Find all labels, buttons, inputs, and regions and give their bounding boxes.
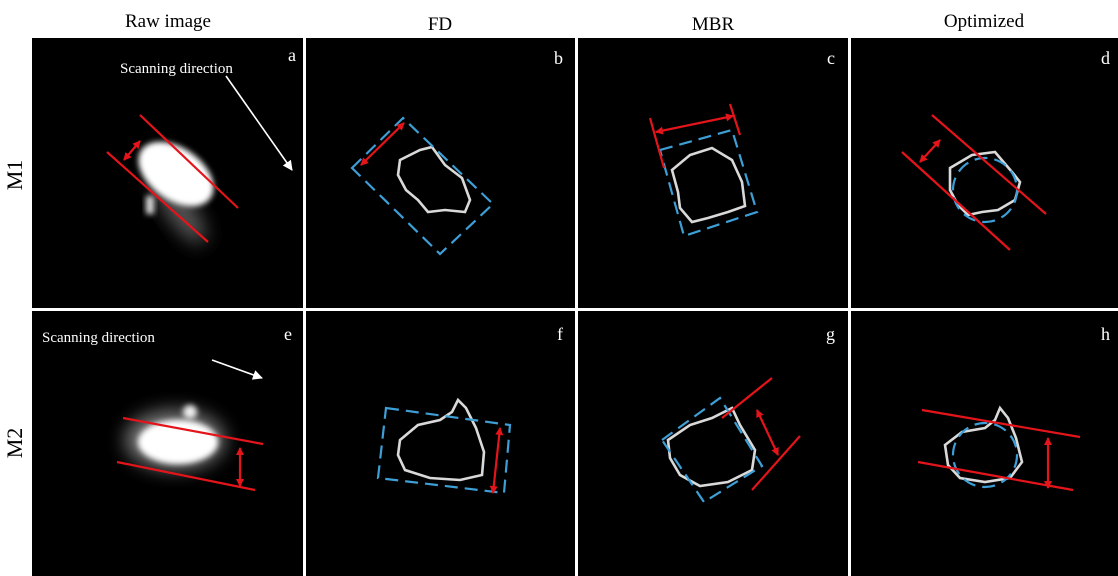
panel-letter: d [1101, 48, 1110, 68]
row-label: M1 [2, 160, 27, 191]
figure: Raw image FD MBR Optimized M1 M2 Scannin… [0, 0, 1118, 576]
panel-letter: h [1101, 324, 1110, 344]
panel-letter: c [827, 48, 835, 68]
panels [32, 38, 1118, 576]
column-header: Raw image [125, 11, 211, 32]
panel-letter: g [826, 324, 835, 344]
column-header: Optimized [944, 11, 1025, 32]
annotation: Scanning direction [42, 330, 155, 346]
column-header: MBR [692, 14, 735, 35]
column-header: FD [428, 14, 452, 35]
annotation: Scanning direction [120, 61, 233, 77]
panel-letter: a [288, 45, 296, 65]
panel-letter: f [557, 324, 563, 344]
row-label: M2 [2, 428, 27, 459]
panel-letter: b [554, 48, 563, 68]
panel-letter: e [284, 324, 292, 344]
